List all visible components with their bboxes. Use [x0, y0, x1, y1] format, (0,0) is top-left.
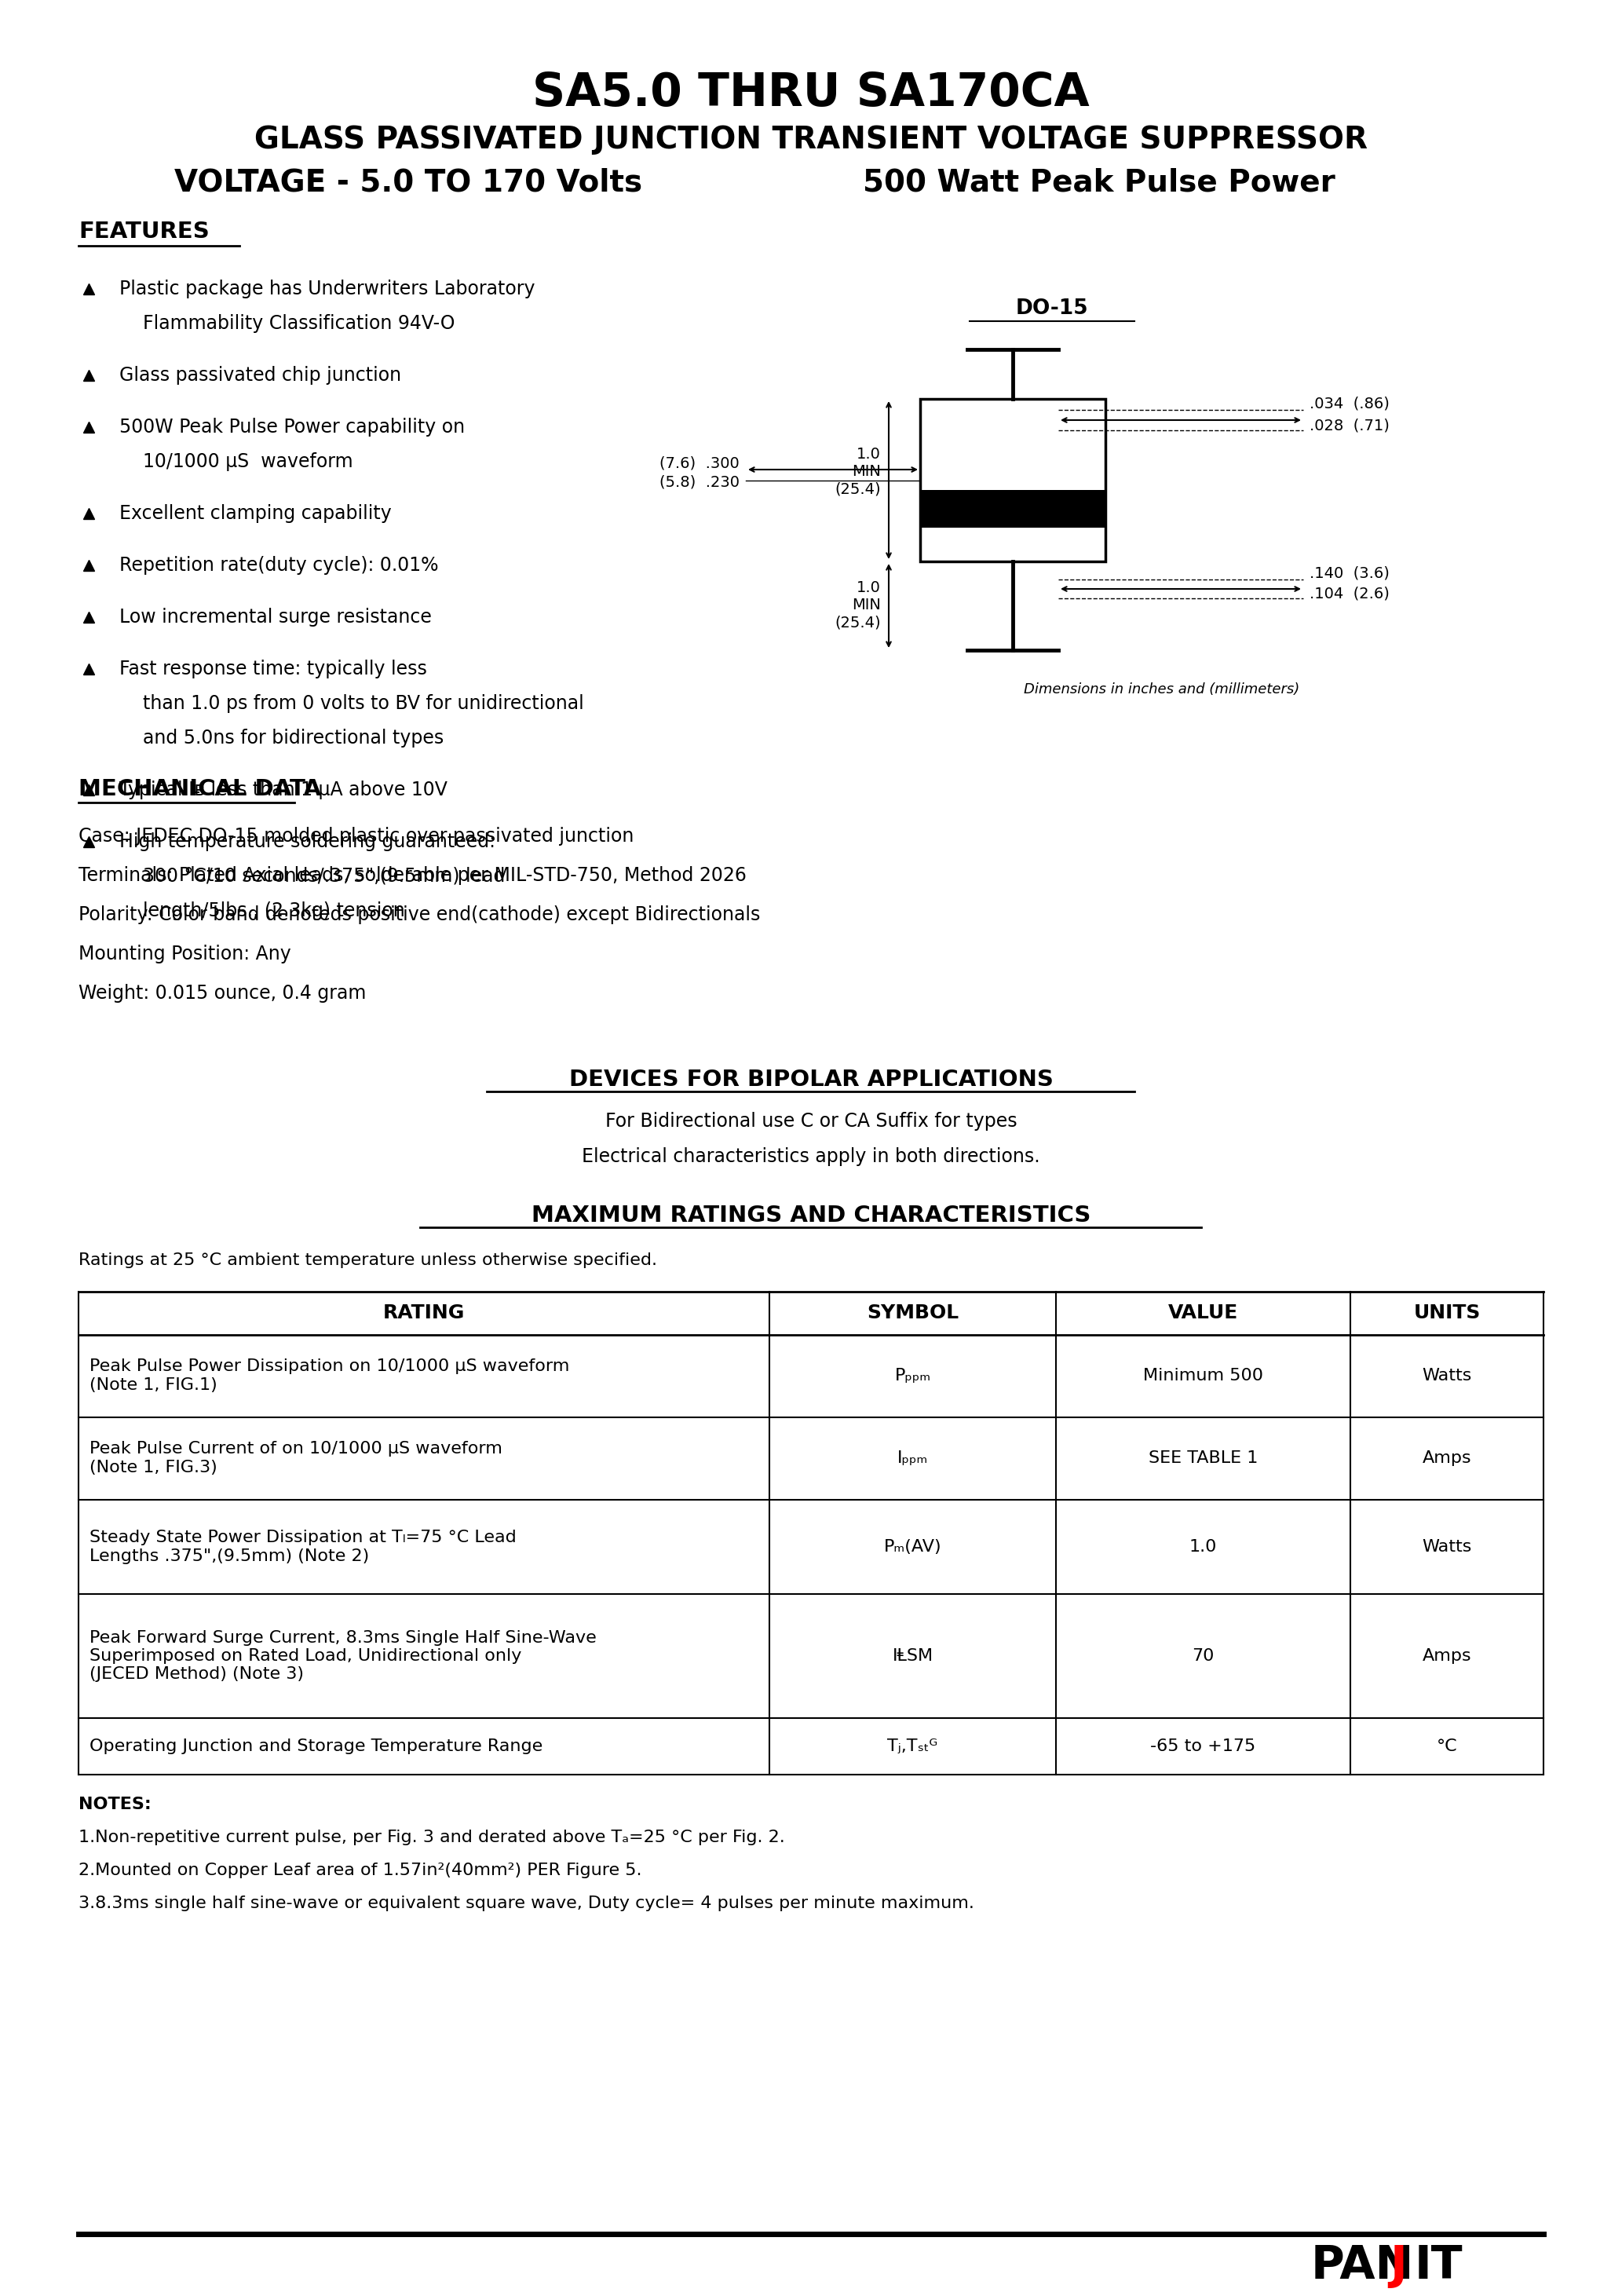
Text: (7.6)  .300: (7.6) .300 — [660, 457, 740, 471]
Text: (25.4): (25.4) — [835, 615, 881, 629]
Text: Steady State Power Dissipation at Tₗ=75 °C Lead
Lengths .375",(9.5mm) (Note 2): Steady State Power Dissipation at Tₗ=75 … — [89, 1529, 516, 1564]
Text: GLASS PASSIVATED JUNCTION TRANSIENT VOLTAGE SUPPRESSOR: GLASS PASSIVATED JUNCTION TRANSIENT VOLT… — [255, 124, 1367, 154]
Text: PAN: PAN — [1311, 2243, 1414, 2287]
Text: SA5.0 THRU SA170CA: SA5.0 THRU SA170CA — [532, 71, 1090, 115]
Text: Peak Forward Surge Current, 8.3ms Single Half Sine-Wave
Superimposed on Rated Lo: Peak Forward Surge Current, 8.3ms Single… — [89, 1630, 597, 1683]
Text: than 1.0 ps from 0 volts to BV for unidirectional: than 1.0 ps from 0 volts to BV for unidi… — [120, 693, 584, 714]
Text: Low incremental surge resistance: Low incremental surge resistance — [120, 608, 431, 627]
Text: Tⱼ,Tₛₜᴳ: Tⱼ,Tₛₜᴳ — [887, 1738, 938, 1754]
Text: SYMBOL: SYMBOL — [866, 1304, 959, 1322]
Text: 3.8.3ms single half sine-wave or equivalent square wave, Duty cycle= 4 pulses pe: 3.8.3ms single half sine-wave or equival… — [78, 1896, 975, 1910]
Text: 70: 70 — [1192, 1649, 1215, 1665]
Text: 500 Watt Peak Pulse Power: 500 Watt Peak Pulse Power — [863, 168, 1335, 197]
Text: Ratings at 25 °C ambient temperature unless otherwise specified.: Ratings at 25 °C ambient temperature unl… — [78, 1251, 657, 1267]
Text: Pₚₚₘ: Pₚₚₘ — [894, 1368, 931, 1384]
Text: .104  (2.6): .104 (2.6) — [1309, 585, 1390, 602]
Text: .140  (3.6): .140 (3.6) — [1309, 565, 1390, 581]
Text: Flammability Classification 94V-O: Flammability Classification 94V-O — [120, 315, 454, 333]
Text: Operating Junction and Storage Temperature Range: Operating Junction and Storage Temperatu… — [89, 1738, 543, 1754]
Text: Peak Pulse Current of on 10/1000 μS waveform
(Note 1, FIG.3): Peak Pulse Current of on 10/1000 μS wave… — [89, 1442, 503, 1474]
Text: 1.0: 1.0 — [1189, 1538, 1216, 1554]
Text: .028  (.71): .028 (.71) — [1309, 418, 1390, 434]
Text: 1.0: 1.0 — [856, 445, 881, 461]
Text: IT: IT — [1414, 2243, 1463, 2287]
Text: 300 °C/10 seconds/.375",(9.5mm) lead: 300 °C/10 seconds/.375",(9.5mm) lead — [120, 868, 504, 886]
Text: (5.8)  .230: (5.8) .230 — [660, 475, 740, 489]
Bar — [920, 400, 1106, 563]
Text: Watts: Watts — [1422, 1538, 1471, 1554]
Text: NOTES:: NOTES: — [78, 1795, 151, 1812]
Text: 10/1000 μS  waveform: 10/1000 μS waveform — [120, 452, 354, 471]
Text: Terminals: Plated Axial leads, solderable per MIL-STD-750, Method 2026: Terminals: Plated Axial leads, solderabl… — [78, 866, 746, 884]
Text: DEVICES FOR BIPOLAR APPLICATIONS: DEVICES FOR BIPOLAR APPLICATIONS — [569, 1068, 1053, 1091]
Text: Electrical characteristics apply in both directions.: Electrical characteristics apply in both… — [582, 1148, 1040, 1166]
Text: Polarity: Color band denoteds positive end(cathode) except Bidirectionals: Polarity: Color band denoteds positive e… — [78, 905, 761, 925]
Text: MIN: MIN — [852, 597, 881, 613]
Text: MIN: MIN — [852, 464, 881, 478]
Text: Pₘ(AV): Pₘ(AV) — [884, 1538, 941, 1554]
Text: 500W Peak Pulse Power capability on: 500W Peak Pulse Power capability on — [120, 418, 466, 436]
Text: °C: °C — [1437, 1738, 1458, 1754]
Text: VALUE: VALUE — [1168, 1304, 1238, 1322]
Bar — [920, 489, 1106, 528]
Text: J: J — [1390, 2243, 1406, 2287]
Text: DO-15: DO-15 — [1015, 298, 1088, 319]
Text: UNITS: UNITS — [1413, 1304, 1481, 1322]
Text: -65 to +175: -65 to +175 — [1150, 1738, 1255, 1754]
Text: MAXIMUM RATINGS AND CHARACTERISTICS: MAXIMUM RATINGS AND CHARACTERISTICS — [532, 1205, 1090, 1226]
Text: Excellent clamping capability: Excellent clamping capability — [120, 505, 391, 523]
Text: Dimensions in inches and (millimeters): Dimensions in inches and (millimeters) — [1023, 682, 1299, 696]
Text: 2.Mounted on Copper Leaf area of 1.57in²(40mm²) PER Figure 5.: 2.Mounted on Copper Leaf area of 1.57in²… — [78, 1862, 642, 1878]
Text: 1.0: 1.0 — [856, 581, 881, 595]
Text: VOLTAGE - 5.0 TO 170 Volts: VOLTAGE - 5.0 TO 170 Volts — [174, 168, 642, 197]
Text: length/5lbs., (2.3kg) tension: length/5lbs., (2.3kg) tension — [120, 902, 406, 921]
Text: SEE TABLE 1: SEE TABLE 1 — [1148, 1451, 1259, 1467]
Text: 1.Non-repetitive current pulse, per Fig. 3 and derated above Tₐ=25 °C per Fig. 2: 1.Non-repetitive current pulse, per Fig.… — [78, 1830, 785, 1846]
Text: FEATURES: FEATURES — [78, 220, 209, 243]
Text: Peak Pulse Power Dissipation on 10/1000 μS waveform
(Note 1, FIG.1): Peak Pulse Power Dissipation on 10/1000 … — [89, 1359, 569, 1394]
Text: (25.4): (25.4) — [835, 482, 881, 496]
Text: Watts: Watts — [1422, 1368, 1471, 1384]
Text: MECHANICAL DATA: MECHANICAL DATA — [78, 778, 321, 799]
Text: Amps: Amps — [1422, 1649, 1471, 1665]
Text: IⱠSM: IⱠSM — [892, 1649, 933, 1665]
Text: and 5.0ns for bidirectional types: and 5.0ns for bidirectional types — [120, 728, 444, 748]
Text: Plastic package has Underwriters Laboratory: Plastic package has Underwriters Laborat… — [120, 280, 535, 298]
Text: High temperature soldering guaranteed:: High temperature soldering guaranteed: — [120, 833, 495, 852]
Text: For Bidirectional use C or CA Suffix for types: For Bidirectional use C or CA Suffix for… — [605, 1111, 1017, 1130]
Text: Typical Iᴃ less than 1 μA above 10V: Typical Iᴃ less than 1 μA above 10V — [120, 781, 448, 799]
Text: Weight: 0.015 ounce, 0.4 gram: Weight: 0.015 ounce, 0.4 gram — [78, 985, 367, 1003]
Text: Case: JEDEC DO-15 molded plastic over passivated junction: Case: JEDEC DO-15 molded plastic over pa… — [78, 827, 634, 845]
Text: Fast response time: typically less: Fast response time: typically less — [120, 659, 427, 677]
Text: Iₚₚₘ: Iₚₚₘ — [897, 1451, 928, 1467]
Text: RATING: RATING — [383, 1304, 466, 1322]
Text: .034  (.86): .034 (.86) — [1309, 397, 1390, 411]
Text: Repetition rate(duty cycle): 0.01%: Repetition rate(duty cycle): 0.01% — [120, 556, 438, 574]
Text: Glass passivated chip junction: Glass passivated chip junction — [120, 365, 401, 386]
Text: Mounting Position: Any: Mounting Position: Any — [78, 944, 290, 964]
Text: Amps: Amps — [1422, 1451, 1471, 1467]
Text: Minimum 500: Minimum 500 — [1144, 1368, 1264, 1384]
